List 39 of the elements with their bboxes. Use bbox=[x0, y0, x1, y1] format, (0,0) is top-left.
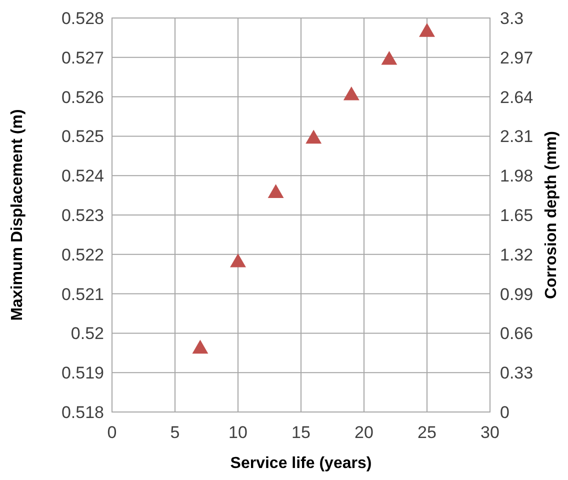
y2-tick-label: 0 bbox=[500, 403, 510, 422]
y-tick-label: 0.518 bbox=[61, 403, 104, 422]
point bbox=[343, 86, 360, 100]
y2-tick-label: 0.66 bbox=[500, 324, 534, 344]
point bbox=[381, 50, 398, 65]
point bbox=[268, 184, 284, 198]
y-tick-label: 0.519 bbox=[61, 364, 104, 383]
y2-tick-label: 0.99 bbox=[500, 284, 534, 304]
y2-tick-label: 3.3 bbox=[500, 9, 524, 28]
x-tick-label: 0 bbox=[107, 423, 117, 442]
y-tick-label: 0.523 bbox=[61, 206, 104, 225]
y2-tick-label: 1.98 bbox=[500, 166, 534, 186]
x-tick-label: 10 bbox=[228, 423, 248, 442]
y-tick-label: 0.522 bbox=[61, 245, 104, 264]
y-tick-label: 0.528 bbox=[61, 9, 104, 28]
y-tick-label: 0.52 bbox=[70, 324, 104, 344]
x-tick-label: 15 bbox=[292, 423, 310, 442]
point bbox=[419, 23, 435, 37]
point bbox=[230, 254, 246, 268]
y2-tick-label: 2.97 bbox=[500, 48, 534, 68]
x-tick-label: 20 bbox=[354, 423, 374, 442]
y2-tick-label: 1.65 bbox=[500, 206, 534, 225]
y-tick-label: 0.525 bbox=[61, 127, 104, 146]
y-tick-label: 0.524 bbox=[61, 166, 104, 186]
y-tick-label: 0.526 bbox=[61, 88, 104, 107]
point bbox=[192, 340, 208, 354]
y2-tick-label: 0.33 bbox=[500, 364, 534, 383]
x-tick-label: 5 bbox=[170, 423, 180, 442]
y2-axis-title: Corrosion depth (mm) bbox=[543, 131, 560, 299]
y-axis-title: Maximum Displacement (m) bbox=[9, 109, 26, 321]
y2-tick-label: 2.31 bbox=[500, 127, 534, 146]
y2-tick-label: 2.64 bbox=[500, 88, 534, 107]
x-tick-label: 30 bbox=[480, 423, 500, 442]
x-axis-title: Service life (years) bbox=[230, 455, 372, 472]
y-tick-label: 0.527 bbox=[61, 48, 104, 68]
y2-tick-label: 1.32 bbox=[500, 245, 534, 264]
y-tick-label: 0.521 bbox=[61, 284, 104, 304]
point bbox=[306, 130, 322, 144]
x-tick-label: 25 bbox=[418, 423, 436, 442]
